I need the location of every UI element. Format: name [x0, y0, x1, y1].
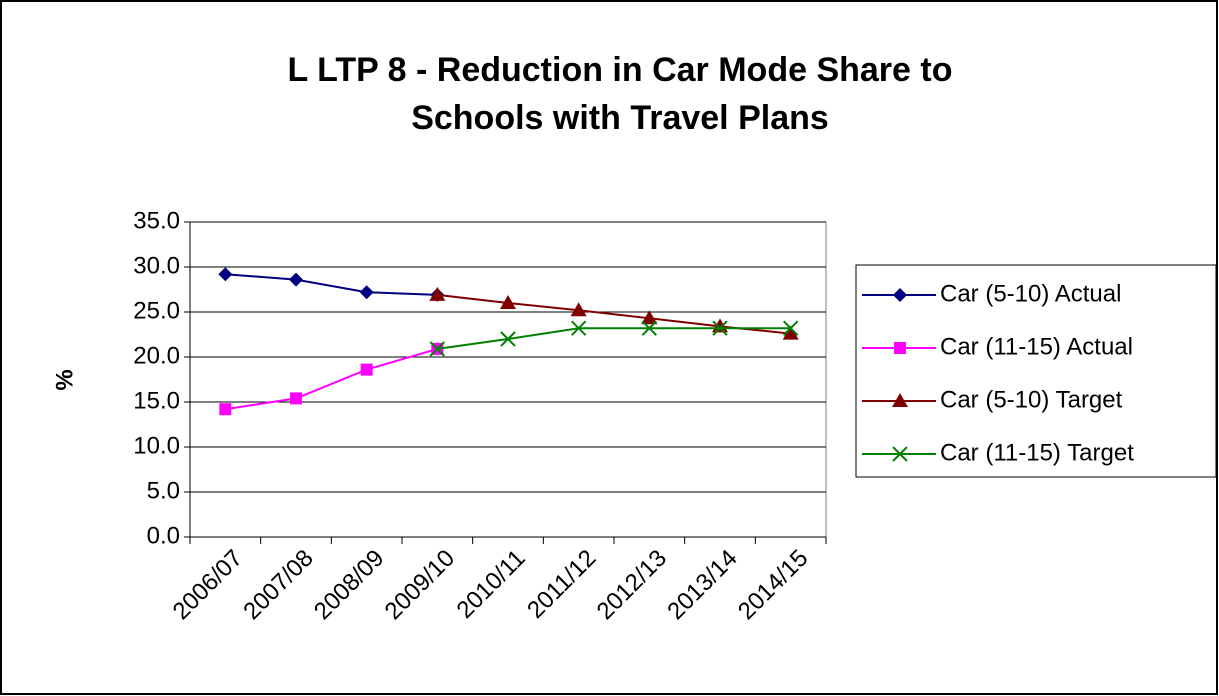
y-tick-label: 20.0	[133, 342, 180, 369]
data-point	[218, 267, 233, 282]
legend-box	[855, 264, 1217, 478]
data-point	[570, 302, 587, 317]
legend-label: Car (11-15) Actual	[940, 333, 1133, 360]
plot-area	[189, 221, 827, 538]
y-tick-label: 15.0	[133, 387, 180, 414]
y-tick-label: 25.0	[133, 297, 180, 324]
y-axis-label: %	[51, 369, 78, 390]
y-tick-label: 0.0	[147, 522, 180, 549]
data-point	[429, 286, 446, 301]
data-point	[360, 363, 373, 376]
data-point	[712, 320, 728, 336]
y-tick-label: 5.0	[147, 477, 180, 504]
data-point	[570, 320, 587, 336]
data-point	[289, 272, 303, 287]
data-point	[641, 320, 658, 336]
data-point	[219, 403, 232, 416]
series-line	[437, 327, 791, 350]
y-tick-label: 35.0	[133, 207, 180, 234]
legend-label: Car (5-10) Actual	[940, 280, 1121, 307]
series-line	[225, 347, 438, 411]
data-point	[500, 331, 516, 347]
legend-marker	[892, 393, 908, 407]
y-tick-label: 10.0	[133, 432, 180, 459]
legend-label: Car (11-15) Target	[940, 439, 1134, 466]
y-tick-label: 30.0	[133, 252, 180, 279]
legend-marker	[893, 288, 907, 302]
data-point	[290, 392, 302, 405]
chart-title: Schools with Travel Plans	[411, 99, 829, 137]
data-point	[782, 325, 799, 340]
legend-marker	[894, 342, 906, 354]
legend-marker	[892, 446, 908, 462]
chart-title: L LTP 8 - Reduction in Car Mode Share to	[288, 51, 953, 89]
data-point	[429, 341, 446, 357]
data-point	[500, 295, 516, 309]
data-point	[359, 285, 374, 300]
legend-label: Car (5-10) Target	[940, 386, 1123, 413]
data-point	[782, 320, 799, 336]
series-line	[225, 273, 438, 296]
data-point	[641, 310, 658, 325]
